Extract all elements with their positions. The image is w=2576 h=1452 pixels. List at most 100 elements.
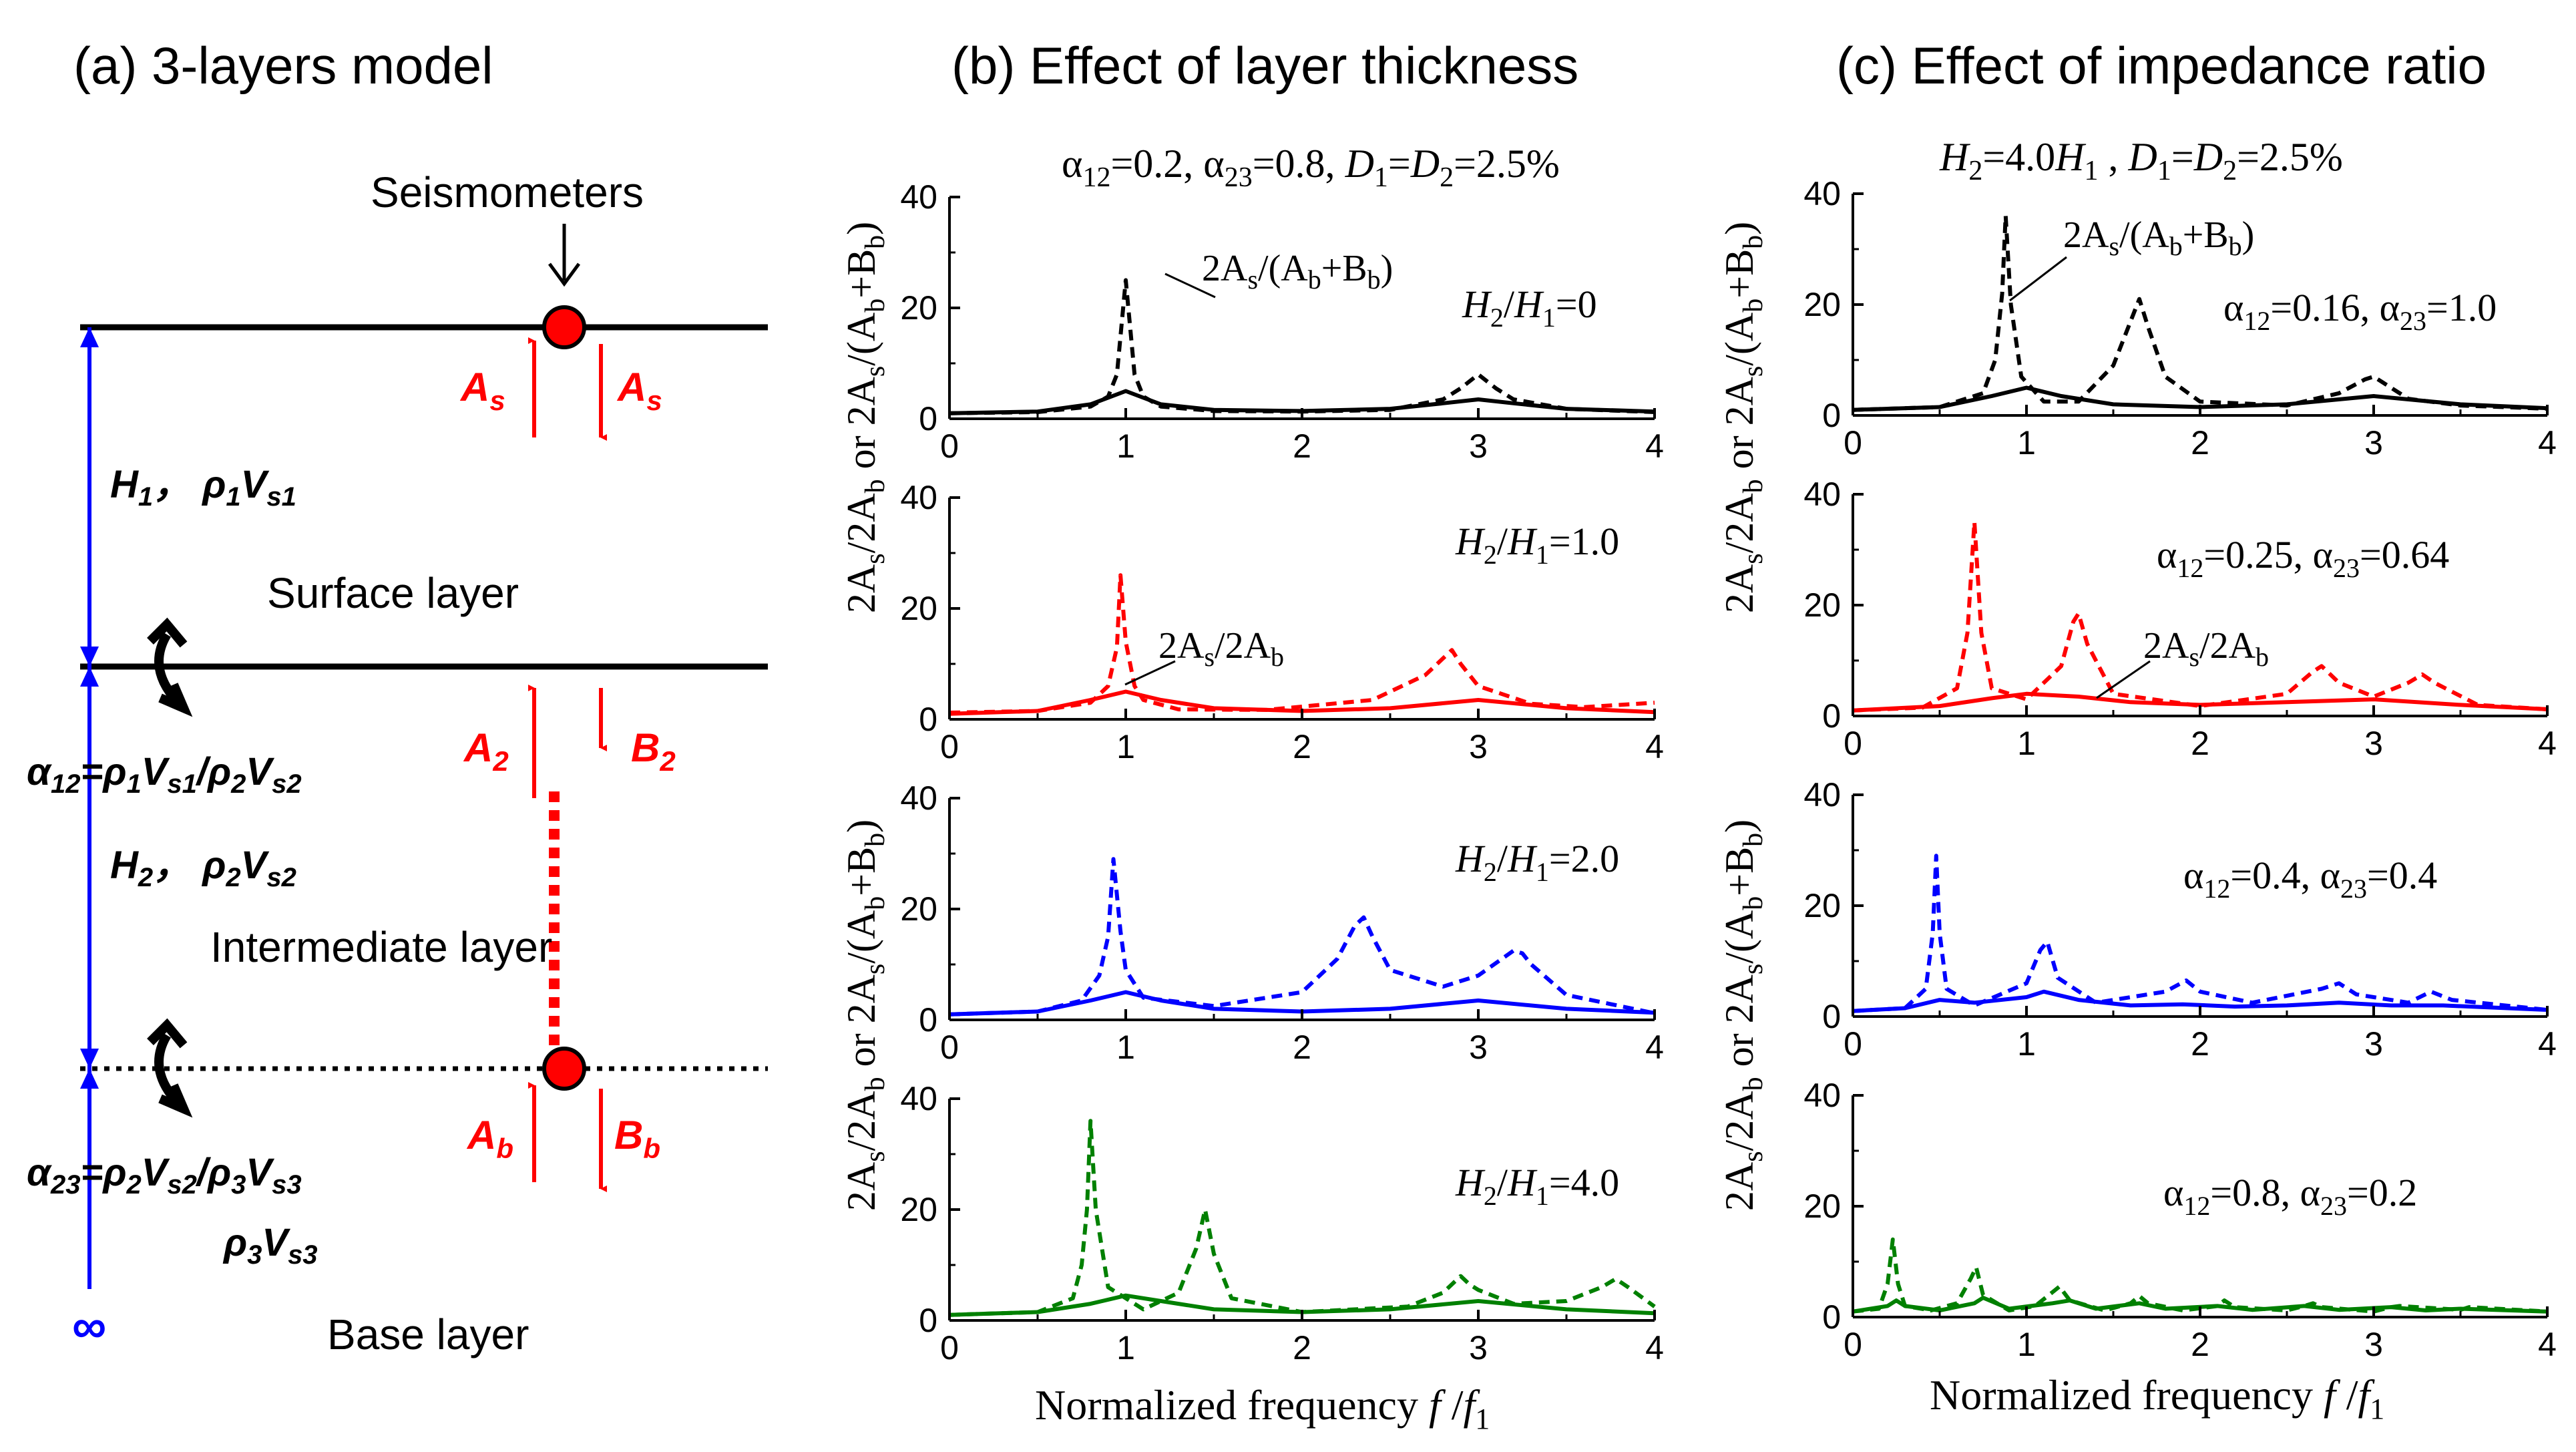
- y-tick-label: 20: [900, 890, 937, 928]
- x-tick-label: 1: [1116, 1029, 1135, 1066]
- y-tick-label: 0: [1822, 697, 1841, 735]
- subplot-label: H2/H1=4.0: [1455, 1161, 1619, 1211]
- seismometer-top: [542, 305, 586, 349]
- y-tick-label: 20: [900, 1191, 937, 1228]
- x-tick-label: 2: [1293, 1329, 1311, 1367]
- annotation-b-ratio: 2As/(Ab+Bb): [1164, 248, 1393, 299]
- y-tick-label: 0: [919, 701, 937, 738]
- x-tick-label: 2: [1293, 427, 1311, 465]
- x-tick-label: 0: [1844, 1326, 1862, 1363]
- title-a: (a) 3-layers model: [73, 36, 493, 95]
- x-tick-label: 0: [940, 1029, 959, 1066]
- y-tick-label: 40: [900, 1080, 937, 1117]
- y-tick-label: 0: [1822, 1298, 1841, 1336]
- dim-arrow-base-top: [80, 1069, 99, 1089]
- label-As-left: As: [459, 365, 505, 416]
- x-tick-label: 0: [940, 427, 959, 465]
- x-tick-label: 2: [2191, 1025, 2209, 1063]
- series-dashed: [949, 278, 1655, 415]
- series-solid: [949, 689, 1655, 716]
- y-tick-label: 0: [1822, 397, 1841, 434]
- x-tick-label: 3: [2364, 424, 2383, 462]
- x-tick-label: 1: [1116, 427, 1135, 465]
- y-tick-label: 40: [900, 178, 937, 216]
- x-tick-label: 3: [2364, 1025, 2383, 1063]
- header-b: α12=0.2, α23=0.8, D1=D2=2.5%: [1062, 142, 1560, 193]
- x-tick-label: 0: [940, 728, 959, 765]
- x-tick-label: 4: [1645, 1029, 1664, 1066]
- x-tick-label: 1: [1116, 728, 1135, 765]
- ylabel-b-upper: 2As/2Ab or 2As/(Ab+Bb): [839, 222, 891, 613]
- x-tick-label: 3: [1469, 1029, 1488, 1066]
- label-alpha23: α23=ρ2Vs2/ρ3Vs3: [27, 1151, 302, 1200]
- series-solid: [1852, 691, 2548, 713]
- x-tick-label: 4: [2538, 424, 2557, 462]
- x-tick-label: 3: [1469, 1329, 1488, 1367]
- series-dashed: [1852, 214, 2548, 412]
- label-alpha12: α12=ρ1Vs1/ρ2Vs2: [27, 750, 302, 799]
- y-tick-label: 20: [1803, 286, 1841, 323]
- y-tick-label: 40: [900, 479, 937, 516]
- model-diagram: ∞ Seismometers As As A2 B2 Ab: [27, 168, 768, 1358]
- y-tick-label: 0: [919, 400, 937, 437]
- svg-text:2As/2Ab or 2As/(Ab+Bb): 2As/2Ab or 2As/(Ab+Bb): [839, 820, 891, 1211]
- svg-text:2As/2Ab: 2As/2Ab: [1158, 625, 1284, 672]
- y-tick-label: 20: [1803, 887, 1841, 924]
- series-dashed: [1852, 520, 2548, 713]
- label-h2-rho2: H2， ρ2Vs2: [110, 844, 296, 892]
- series-solid: [1852, 385, 2548, 412]
- x-tick-label: 0: [1844, 424, 1862, 462]
- series-solid: [1852, 989, 2548, 1013]
- xlabel-c: Normalized frequency f /f1: [1930, 1371, 2384, 1425]
- ylabel-b-lower: 2As/2Ab or 2As/(Ab+Bb): [839, 820, 891, 1211]
- title-c: (c) Effect of impedance ratio: [1836, 36, 2487, 95]
- y-tick-label: 0: [1822, 998, 1841, 1035]
- svg-text:2As/2Ab or 2As/(Ab+Bb): 2As/2Ab or 2As/(Ab+Bb): [1717, 820, 1769, 1211]
- y-tick-label: 20: [900, 289, 937, 327]
- label-A2: A2: [463, 725, 509, 777]
- x-tick-label: 4: [1645, 1329, 1664, 1367]
- x-tick-label: 3: [1469, 728, 1488, 765]
- seismometer-pointer-head: [548, 262, 581, 287]
- dim-arrow-h2-top: [80, 667, 99, 687]
- series-dashed: [949, 573, 1655, 715]
- series-solid: [949, 990, 1655, 1017]
- x-tick-label: 1: [2017, 424, 2036, 462]
- x-tick-label: 3: [1469, 427, 1488, 465]
- x-tick-label: 1: [2017, 1025, 2036, 1063]
- y-tick-label: 40: [1803, 476, 1841, 513]
- series-dashed: [1852, 1237, 2548, 1314]
- x-tick-label: 3: [2364, 725, 2383, 762]
- y-tick-label: 20: [1803, 586, 1841, 624]
- subplot-label: α12=0.8, α23=0.2: [2163, 1171, 2417, 1221]
- subplot-label: H2/H1=0: [1462, 283, 1597, 333]
- x-tick-label: 2: [1293, 728, 1311, 765]
- label-Ab: Ab: [466, 1113, 513, 1164]
- annotation-b-2a: 2As/2Ab: [1124, 625, 1284, 686]
- curved-arrow-2: [147, 1018, 193, 1118]
- label-h1-rho1: H1， ρ1Vs1: [110, 463, 296, 512]
- label-rho3: ρ3Vs3: [222, 1221, 318, 1270]
- x-tick-label: 2: [2191, 725, 2209, 762]
- y-tick-label: 40: [900, 779, 937, 817]
- base-layer-label: Base layer: [327, 1310, 529, 1358]
- annotation-c-ratio: 2As/(Ab+Bb): [2009, 214, 2254, 302]
- svg-text:2As/(Ab+Bb): 2As/(Ab+Bb): [1202, 248, 1393, 295]
- series-dashed: [949, 857, 1655, 1017]
- x-tick-label: 3: [2364, 1326, 2383, 1363]
- x-tick-label: 0: [1844, 1025, 1862, 1063]
- x-tick-label: 2: [1293, 1029, 1311, 1066]
- svg-text:2As/(Ab+Bb): 2As/(Ab+Bb): [2063, 214, 2254, 261]
- series-solid: [949, 389, 1655, 415]
- x-tick-label: 4: [1645, 427, 1664, 465]
- x-tick-label: 1: [1116, 1329, 1135, 1367]
- intermediate-layer-label: Intermediate layer: [210, 923, 552, 971]
